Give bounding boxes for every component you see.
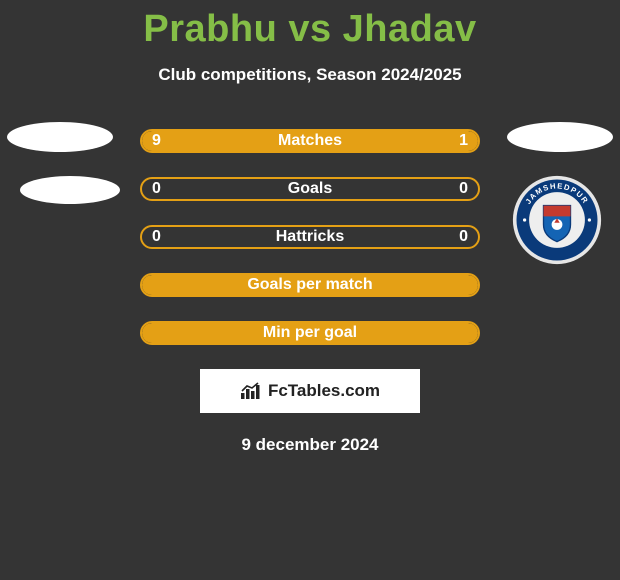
fctables-watermark: FcTables.com: [200, 369, 420, 413]
page-subtitle: Club competitions, Season 2024/2025: [0, 65, 620, 85]
bar-label: Goals: [142, 180, 478, 198]
stat-bar-row: Min per goal: [0, 321, 620, 345]
bar-label: Hattricks: [142, 228, 478, 246]
stat-bar: 0Goals0: [140, 177, 480, 201]
player-left-photo-placeholder: [7, 122, 113, 152]
bar-right-value: 0: [448, 180, 478, 198]
club-left-logo-placeholder: [20, 176, 120, 204]
stat-bar-row: Goals per match: [0, 273, 620, 297]
bar-label: Min per goal: [142, 324, 478, 342]
fctables-text: FcTables.com: [268, 381, 380, 401]
stat-bar: 9Matches1: [140, 129, 480, 153]
bar-right-value: 0: [448, 228, 478, 246]
club-right-crest: JAMSHEDPUR: [512, 175, 602, 265]
bar-label: Goals per match: [142, 276, 478, 294]
stat-bar: Goals per match: [140, 273, 480, 297]
bar-right-value: [448, 324, 478, 342]
bar-right-value: [448, 276, 478, 294]
stat-bar: Min per goal: [140, 321, 480, 345]
footer-date: 9 december 2024: [0, 435, 620, 455]
stat-bar: 0Hattricks0: [140, 225, 480, 249]
bar-label: Matches: [142, 132, 478, 150]
page-title: Prabhu vs Jhadav: [0, 0, 620, 51]
player-right-photo-placeholder: [507, 122, 613, 152]
bar-chart-icon: [240, 382, 262, 400]
bar-right-value: 1: [448, 132, 478, 150]
